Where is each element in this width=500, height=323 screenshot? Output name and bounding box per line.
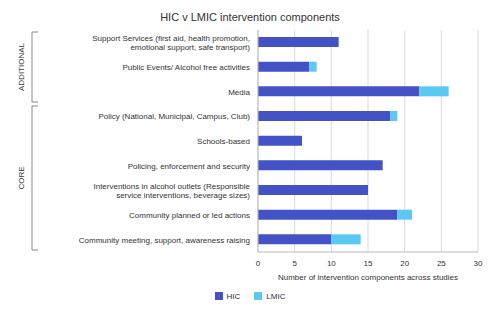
- svg-text:Number of intervention compone: Number of intervention components across…: [278, 273, 458, 282]
- html-text:LMIC: LMIC: [266, 291, 286, 301]
- svg-text:ADDITIONAL: ADDITIONAL: [17, 42, 26, 91]
- svg-text:Public Events/ Alcohol free ac: Public Events/ Alcohol free activities: [122, 63, 250, 72]
- html-text:HIC: HIC: [226, 291, 241, 301]
- svg-text:Media: Media: [228, 88, 250, 97]
- html-text:HIC v LMIC intervention compon: HIC v LMIC intervention components: [160, 11, 340, 23]
- svg-text:20: 20: [400, 259, 409, 268]
- svg-text:30: 30: [474, 259, 483, 268]
- svg-text:25: 25: [437, 259, 446, 268]
- svg-text:15: 15: [364, 259, 373, 268]
- svg-text:Support Services (first aid, h: Support Services (first aid, health prom…: [92, 34, 250, 52]
- svg-text:10: 10: [327, 259, 336, 268]
- svg-text:Community meeting, support, aw: Community meeting, support, awareness ra…: [79, 236, 250, 245]
- svg-text:CORE: CORE: [17, 166, 26, 189]
- svg-text:5: 5: [292, 259, 297, 268]
- svg-text:0: 0: [256, 259, 261, 268]
- svg-text:Community planned or led actio: Community planned or led actions: [129, 211, 250, 220]
- svg-text:Policy (National, Municipal, C: Policy (National, Municipal, Campus, Clu…: [98, 112, 250, 121]
- svg-text:Interventions in alcohol outle: Interventions in alcohol outlets (Respon…: [93, 182, 250, 200]
- svg-text:Policing, enforcement and secu: Policing, enforcement and security: [128, 162, 250, 171]
- svg-text:Schools-based: Schools-based: [197, 137, 250, 146]
